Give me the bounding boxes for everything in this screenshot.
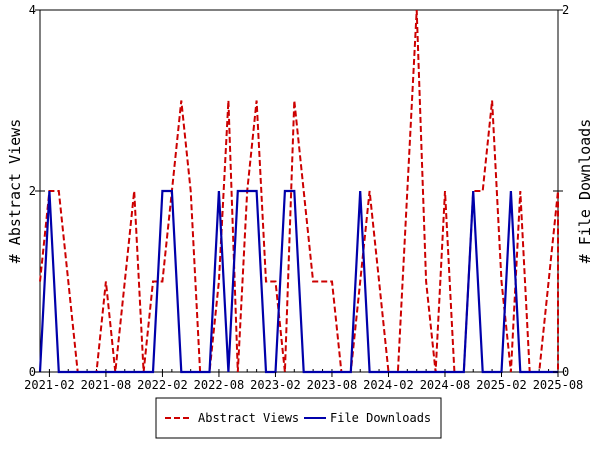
x-tick-label: 2023-08 xyxy=(307,378,358,392)
x-tick-label: 2021-08 xyxy=(81,378,132,392)
x-tick-label: 2022-02 xyxy=(137,378,188,392)
series-line-file-downloads xyxy=(38,189,558,374)
legend-label-abstract-views: Abstract Views xyxy=(198,411,299,425)
x-tick-label: 2022-08 xyxy=(194,378,245,392)
y-left-ticks: 0 2 4 xyxy=(29,3,45,379)
plot-area xyxy=(39,9,559,373)
x-tick-label: 2024-02 xyxy=(363,378,414,392)
x-tick-label: 2025-08 xyxy=(533,378,584,392)
series-layer xyxy=(38,9,559,374)
x-tick-label: 2024-08 xyxy=(420,378,471,392)
legend: Abstract Views File Downloads xyxy=(155,397,442,439)
legend-box xyxy=(155,397,442,439)
y-left-tick-label: 2 xyxy=(29,184,36,198)
x-tick-label: 2023-02 xyxy=(250,378,301,392)
series-line-abstract-views xyxy=(39,9,559,373)
y-left-tick-label: 0 xyxy=(29,365,36,379)
y-right-tick-label: 2 xyxy=(562,3,569,17)
y-left-tick-label: 4 xyxy=(29,3,36,17)
x-tick-label: 2021-02 xyxy=(24,378,75,392)
x-tick-label: 2025-02 xyxy=(476,378,527,392)
y-left-axis-title: # Abstract Views xyxy=(6,119,24,264)
x-ticks: 2021-02 2021-08 2022-02 2022-08 2023-02 2023-… xyxy=(24,372,583,392)
legend-label-file-downloads: File Downloads xyxy=(330,411,431,425)
y-right-axis-title: # File Downloads xyxy=(576,119,594,264)
y-right-tick-label: 0 xyxy=(562,365,569,379)
